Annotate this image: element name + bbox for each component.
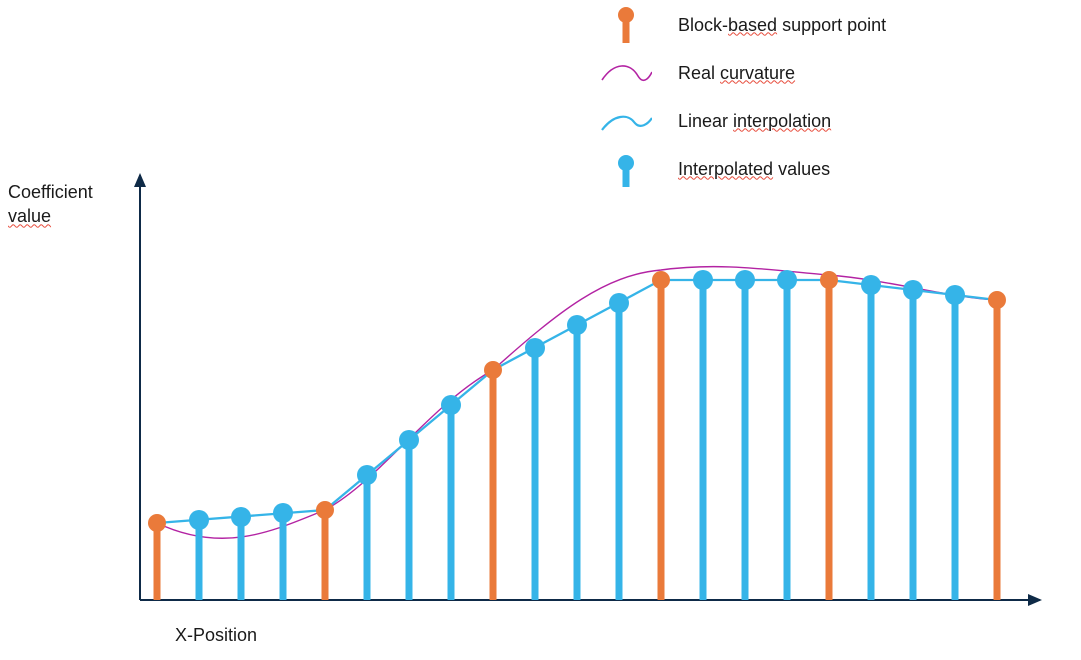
chart (0, 0, 1081, 660)
axes (134, 173, 1042, 606)
